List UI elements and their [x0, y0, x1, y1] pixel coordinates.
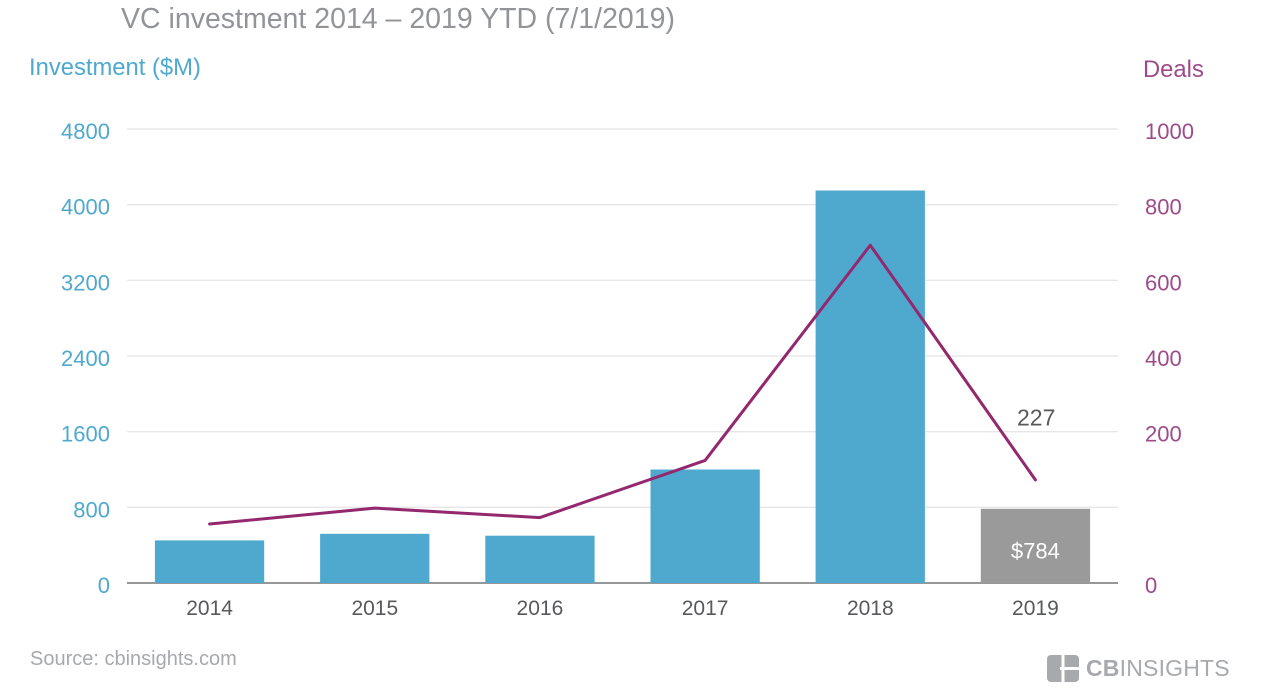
svg-text:1600: 1600 [61, 422, 110, 447]
svg-text:600: 600 [1145, 270, 1182, 295]
svg-text:227: 227 [1017, 405, 1055, 431]
svg-text:2015: 2015 [351, 597, 398, 620]
svg-text:800: 800 [73, 497, 110, 522]
svg-text:800: 800 [1145, 195, 1182, 220]
svg-text:$784: $784 [1011, 539, 1060, 564]
svg-text:2019: 2019 [1012, 597, 1059, 620]
svg-text:4800: 4800 [61, 119, 110, 144]
svg-text:4000: 4000 [61, 195, 110, 220]
svg-text:400: 400 [1145, 346, 1182, 371]
svg-text:200: 200 [1145, 422, 1182, 447]
svg-text:0: 0 [98, 573, 110, 598]
svg-text:2016: 2016 [517, 597, 564, 620]
svg-text:3200: 3200 [61, 270, 110, 295]
svg-text:1000: 1000 [1145, 119, 1194, 144]
svg-text:2400: 2400 [61, 346, 110, 371]
svg-text:2017: 2017 [682, 597, 729, 620]
svg-text:0: 0 [1145, 573, 1157, 598]
svg-text:2018: 2018 [847, 597, 894, 620]
svg-text:2014: 2014 [186, 597, 233, 620]
